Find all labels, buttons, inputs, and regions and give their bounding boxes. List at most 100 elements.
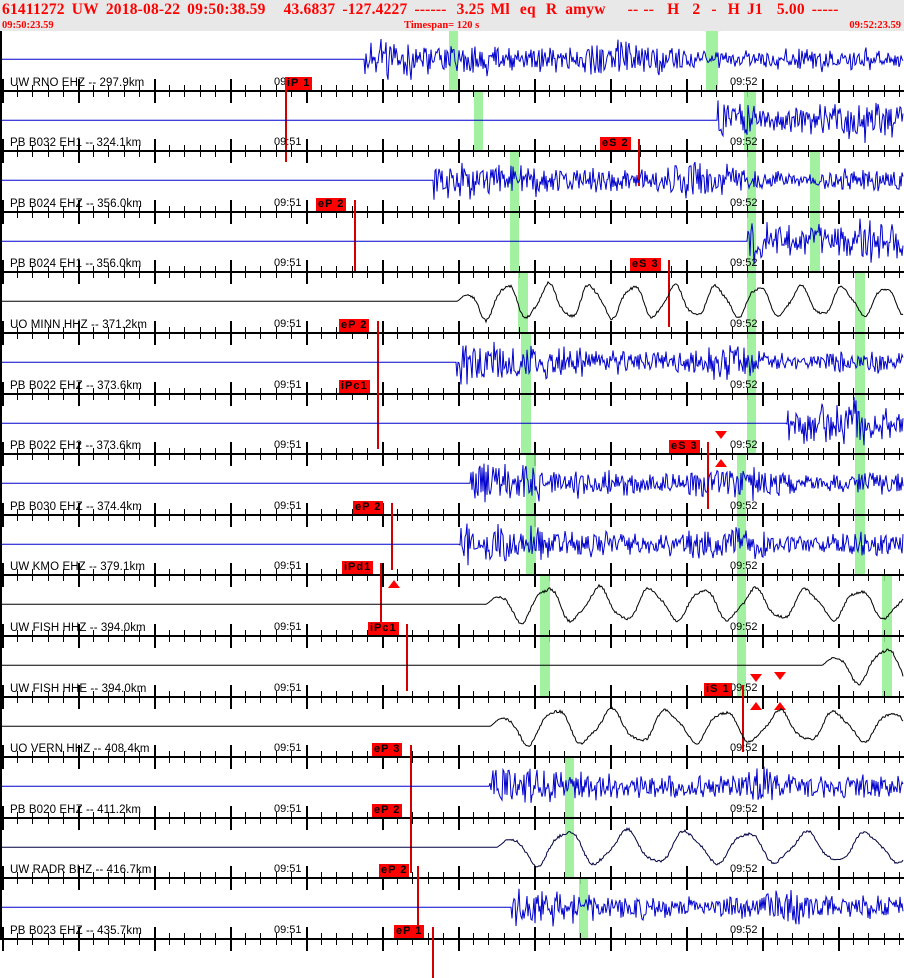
pick-phase-tag[interactable]: iP 1 xyxy=(285,76,313,90)
axis-tick-minor xyxy=(17,266,19,272)
trace-row[interactable]: 09:51 09:52 UO MINN HHZ -- 371.2km eP 2 xyxy=(2,273,904,388)
axis-tick-minor xyxy=(108,879,110,885)
axis-tick-minor xyxy=(670,273,672,279)
channel-label: UW KMO EHZ -- 379.1km xyxy=(10,561,146,574)
pick-phase-tag[interactable]: eP 2 xyxy=(379,864,410,878)
axis-tick-minor xyxy=(275,569,277,575)
axis-tick-minor xyxy=(275,636,277,642)
axis-tick-minor xyxy=(625,515,627,521)
axis-tick-minor xyxy=(336,448,338,454)
axis-tick-minor xyxy=(625,266,627,272)
axis-tick-major xyxy=(154,91,156,103)
trace-row[interactable]: 09:51 09:52 PB B032 EH1 -- 324.1km eS 2 xyxy=(2,91,904,187)
trace-row[interactable]: 09:51 09:52 PB B024 EHZ -- 356.0km eP 2 xyxy=(2,152,904,271)
axis-tick-major xyxy=(306,381,308,393)
axis-tick-minor xyxy=(290,508,292,514)
pick-phase-tag[interactable]: eP 2 xyxy=(339,318,370,332)
pick-phase-tag[interactable]: eP 2 xyxy=(372,803,403,817)
axis-tick-minor xyxy=(518,932,520,938)
trace-row[interactable]: 09:51 09:52 PB B022 EHZ -- 373.6km iPc1 xyxy=(2,334,904,449)
axis-tick-minor xyxy=(883,84,885,90)
axis-tick-minor xyxy=(351,205,353,211)
pick-phase-tag[interactable]: iS 1 xyxy=(704,682,732,696)
axis-tick-minor xyxy=(138,205,140,211)
axis-tick-minor xyxy=(898,939,900,945)
axis-tick-minor xyxy=(640,576,642,582)
axis-tick-minor xyxy=(716,273,718,279)
pick-phase-tag[interactable]: eP 1 xyxy=(394,924,425,938)
trace-row[interactable]: 09:51 09:52 PB B022 EH2 -- 373.6km eS 3 xyxy=(2,394,904,510)
axis-tick-minor xyxy=(792,879,794,885)
pick-vertical-line xyxy=(377,320,379,388)
trace-row[interactable]: 09:51 09:52 PB B024 EH1 -- 356.0km eS 3 xyxy=(2,212,904,328)
axis-tick-major xyxy=(2,866,4,878)
axis-tick-major xyxy=(78,805,80,817)
axis-tick-minor xyxy=(898,751,900,757)
axis-tick-minor xyxy=(777,515,779,521)
axis-tick-minor xyxy=(594,690,596,696)
axis-tick-minor xyxy=(108,387,110,393)
axis-minute-label: 09:51 xyxy=(274,802,302,815)
axis-tick-minor xyxy=(564,569,566,575)
axis-tick-minor xyxy=(290,636,292,642)
coda-highlight-band xyxy=(565,758,574,817)
pick-phase-tag[interactable]: eP 2 xyxy=(353,500,384,514)
axis-tick-major xyxy=(838,260,840,272)
axis-tick-minor xyxy=(822,811,824,817)
axis-tick-minor xyxy=(245,326,247,332)
axis-tick-minor xyxy=(397,273,399,279)
trace-row[interactable]: 09:51 09:52 PB B030 EHZ -- 374.4km eP 2 xyxy=(2,455,904,570)
axis-tick-minor xyxy=(412,448,414,454)
trace-row[interactable]: 09:51 09:52 PB B020 EHZ -- 411.2km eP 2 xyxy=(2,758,904,873)
axis-tick-minor xyxy=(412,758,414,764)
axis-tick-minor xyxy=(321,515,323,521)
axis-tick-major xyxy=(610,879,612,891)
trace-row[interactable]: 09:51 09:52 PB B023 EHZ -- 435.7km eP 1 xyxy=(2,879,904,978)
axis-tick-minor xyxy=(275,326,277,332)
trace-row[interactable]: 09:51 09:52 UW RADR BHZ -- 416.7km eP 2 xyxy=(2,818,904,934)
pick-phase-tag[interactable]: eS 2 xyxy=(600,137,631,151)
axis-tick-minor xyxy=(108,394,110,400)
channel-label: UW RNO EHZ -- 297.9km xyxy=(10,76,145,89)
axis-tick-minor xyxy=(640,91,642,97)
waveform-trace xyxy=(2,281,904,324)
separator-4: ----- xyxy=(811,1,839,18)
axis-tick-minor xyxy=(184,448,186,454)
axis-tick-minor xyxy=(822,145,824,151)
axis-tick-minor xyxy=(518,879,520,885)
trace-row[interactable]: 09:51 09:52 UW KMO EHZ -- 379.1km iPd1 xyxy=(2,515,904,631)
pick-phase-tag[interactable]: iPc1 xyxy=(339,379,370,393)
axis-tick-minor xyxy=(731,394,733,400)
pick-phase-tag[interactable]: eS 3 xyxy=(669,440,700,454)
axis-tick-minor xyxy=(169,932,171,938)
axis-tick-minor xyxy=(670,455,672,461)
waveform-trace xyxy=(2,706,904,747)
pick-phase-tag[interactable]: iPc1 xyxy=(368,621,399,635)
axis-tick-minor xyxy=(321,629,323,635)
pick-phase-tag[interactable]: iPd1 xyxy=(342,561,374,575)
pick-phase-tag[interactable]: eS 3 xyxy=(630,258,661,272)
axis-tick-major xyxy=(154,260,156,272)
axis-tick-minor xyxy=(518,333,520,339)
trace-row[interactable]: 09:51 09:52 UW FISH HHZ -- 394.0km iPc1 xyxy=(2,576,904,691)
axis-tick-minor xyxy=(868,145,870,151)
axis-tick-minor xyxy=(777,273,779,279)
axis-tick-minor xyxy=(594,84,596,90)
axis-tick-minor xyxy=(260,84,262,90)
pick-phase-tag[interactable]: eP 3 xyxy=(372,743,403,757)
axis-tick-minor xyxy=(351,152,353,158)
axis-tick-minor xyxy=(640,212,642,218)
axis-tick-minor xyxy=(427,266,429,272)
axis-tick-minor xyxy=(807,818,809,824)
trace-row[interactable]: 09:51 09:52 UO VERN HHZ -- 408.4km eP 3 xyxy=(2,698,904,813)
axis-tick-minor xyxy=(488,266,490,272)
axis-minute-label: 09:52 xyxy=(730,620,758,633)
pick-phase-tag[interactable]: eP 2 xyxy=(316,197,347,211)
axis-tick-major xyxy=(230,623,232,635)
axis-tick-major xyxy=(458,260,460,272)
axis-tick-minor xyxy=(807,515,809,521)
axis-tick-major xyxy=(382,576,384,588)
